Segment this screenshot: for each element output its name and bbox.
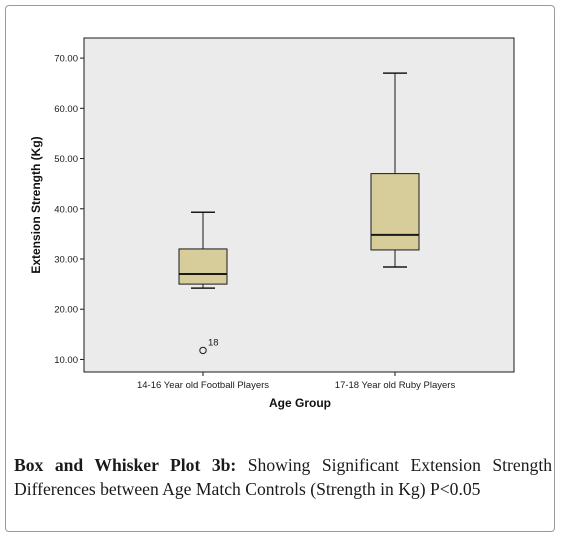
figure-caption: Box and Whisker Plot 3b: Showing Signifi…: [14, 453, 552, 501]
caption-text: Showing Significant Extension Strength D…: [14, 455, 552, 499]
y-axis: 10.00 20.00 30.00 40.00 50.00 60.00 70.00: [54, 54, 84, 366]
x-tick-label: 17-18 Year old Ruby Players: [335, 380, 456, 391]
y-tick-label: 20.00: [54, 305, 78, 316]
y-tick-label: 50.00: [54, 154, 78, 165]
box-group: [370, 72, 420, 268]
y-tick-label: 30.00: [54, 254, 78, 265]
x-tick-label: 14-16 Year old Football Players: [137, 380, 269, 391]
y-tick-label: 40.00: [54, 204, 78, 215]
interquartile-box: [370, 173, 420, 251]
y-tick-label: 60.00: [54, 104, 78, 115]
x-axis-title: Age Group: [269, 396, 331, 410]
box-series: 18: [178, 72, 420, 355]
outlier-point: [199, 346, 207, 355]
y-tick-label: 70.00: [54, 54, 78, 65]
plot-area: [83, 37, 515, 373]
caption-label: Box and Whisker Plot 3b:: [14, 455, 237, 475]
y-axis-title: Extension Strength (Kg): [29, 136, 43, 273]
y-tick-label: 10.00: [54, 355, 78, 366]
box-plot-chart: 10.00 20.00 30.00 40.00 50.00 60.00 70.00 14-1…: [29, 37, 515, 410]
box-group: 18: [178, 211, 228, 355]
x-axis: 14-16 Year old Football Players 17-18 Yea…: [137, 372, 455, 391]
interquartile-box: [178, 248, 228, 285]
outlier-label: 18: [208, 337, 219, 348]
